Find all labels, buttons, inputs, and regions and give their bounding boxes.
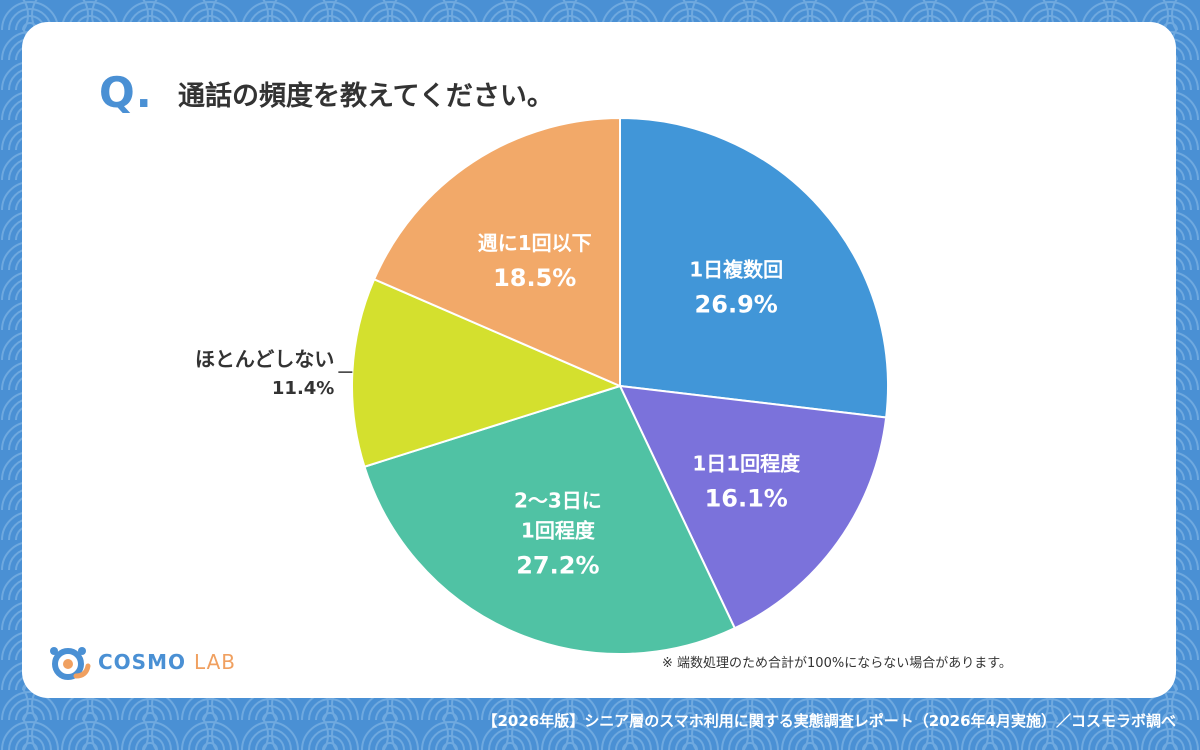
slice-label-3: 2〜3日に [514,488,602,512]
slice-label-3: 1回程度 [521,518,596,542]
logo-text: COSMO LAB [98,650,236,674]
slice-label-2: 1日1回程度 [692,452,801,476]
question-title: 通話の頻度を教えてください。 [178,81,554,112]
slice-value-1: 26.9% [695,291,778,319]
survey-credit: 【2026年版】シニア層のスマホ利用に関する実態調査レポート（2026年4月実施… [482,712,1177,730]
slice-label-1: 1日複数回 [689,258,783,282]
pie-slice-2 [618,384,888,630]
slice-label-4: ほとんどしない [195,347,334,371]
chart-card: Q. 通話の頻度を教えてください。 1日複数回 26.9% 1日1回程度 16.1% 2… [22,22,1176,698]
slice-value-4: 11.4% [272,378,334,399]
slice-label-5: 週に1回以下 [478,231,592,255]
logo-text-main: COSMO [98,650,186,674]
pie-chart: 1日複数回 26.9% 1日1回程度 16.1% 2〜3日に 1回程度 27.2% ほとんどし… [195,116,889,655]
question-mark: Q. [99,68,153,117]
pie-slice-5 [372,116,621,388]
pie-slice-4 [351,277,623,468]
footnote: ※ 端数処理のため合計が100%にならない場合があります。 [662,656,1012,671]
slice-value-5: 18.5% [493,264,576,292]
slice-value-3: 27.2% [516,551,599,579]
logo-icon [50,647,91,680]
logo-text-sub: LAB [193,650,236,674]
slice-value-2: 16.1% [705,485,788,513]
pie-slice-3 [363,384,737,655]
cosmo-lab-logo: COSMO LAB [46,642,246,684]
pie-slice-1 [619,116,889,419]
